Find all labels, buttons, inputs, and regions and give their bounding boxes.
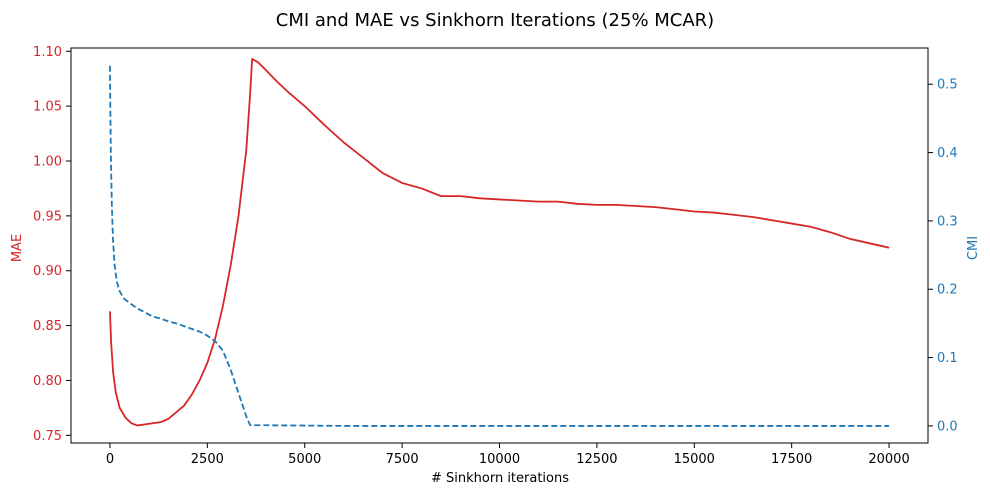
series-line-cmi	[109, 65, 890, 427]
y-right-tick-label: 0.2	[937, 283, 958, 298]
x-tick-label: 2500	[191, 452, 224, 467]
series-line-mae	[109, 58, 890, 427]
y-left-axis-label: MAE	[10, 234, 25, 262]
x-tick-label: 0	[106, 452, 114, 467]
x-tick-label: 5000	[288, 452, 321, 467]
x-tick-label: 10000	[479, 452, 520, 467]
x-tick-label: 15000	[674, 452, 715, 467]
y-left-tick-label: 0.95	[33, 209, 62, 224]
y-right-axis-label: CMI	[966, 236, 981, 260]
x-axis-label: # Sinkhorn iterations	[431, 471, 569, 486]
chart-title: CMI and MAE vs Sinkhorn Iterations (25% …	[276, 10, 714, 31]
y-left-tick-label: 1.10	[33, 45, 62, 60]
y-right-tick-label: 0.0	[937, 419, 958, 434]
x-tick-label: 12500	[576, 452, 617, 467]
x-tick-label: 20000	[868, 452, 909, 467]
plot-frame	[70, 47, 929, 444]
y-left-tick-label: 1.05	[33, 100, 62, 115]
y-right-tick-label: 0.3	[937, 214, 958, 229]
y-left-tick-label: 0.90	[33, 264, 62, 279]
y-right-tick-label: 0.1	[937, 351, 958, 366]
plot-area: 0 2500 5000 7500 10000 12500 15000 17500 20000 0.…	[33, 45, 958, 467]
x-tick-label: 7500	[386, 452, 419, 467]
y-left-tick-label: 0.75	[33, 429, 62, 444]
y-left-tick-label: 0.85	[33, 319, 62, 334]
y-left-tick-label: 0.80	[33, 374, 62, 389]
x-tick-label: 17500	[771, 452, 812, 467]
y-right-tick-label: 0.4	[937, 146, 958, 161]
y-right-tick-label: 0.5	[937, 78, 958, 93]
y-left-tick-label: 1.00	[33, 155, 62, 170]
